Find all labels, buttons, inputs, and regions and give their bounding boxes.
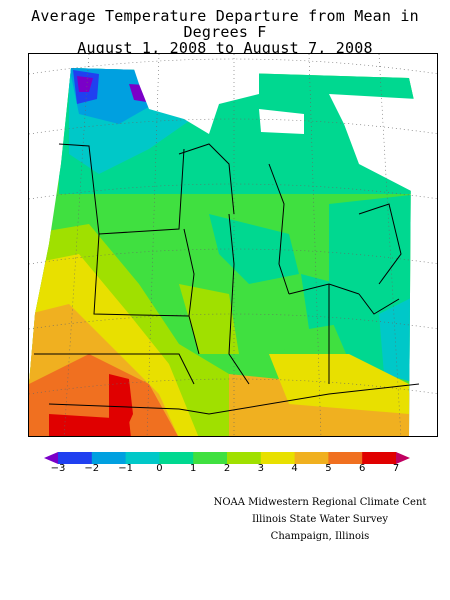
- legend-label: 6: [359, 463, 366, 474]
- legend-cap-right: [396, 452, 410, 464]
- legend-swatch: [328, 452, 363, 464]
- lake-superior-gap: [129, 54, 259, 134]
- legend-swatch: [159, 452, 194, 464]
- legend-swatch: [125, 452, 160, 464]
- legend-label: −2: [84, 463, 100, 474]
- legend-label: 3: [257, 463, 264, 474]
- legend-label: −1: [118, 463, 133, 474]
- legend-swatch: [193, 452, 228, 464]
- northeast-gap: [329, 94, 417, 194]
- field-cold-core-purple: [77, 76, 93, 92]
- legend-bar: [44, 452, 410, 464]
- legend-swatch: [227, 452, 262, 464]
- state-boundaries: [34, 143, 420, 415]
- legend-cap-left: [44, 452, 58, 464]
- graticule: [29, 54, 437, 436]
- title-line-1: Average Temperature Departure from Mean …: [31, 7, 419, 41]
- legend-label: 5: [325, 463, 332, 474]
- legend-label: 7: [392, 463, 400, 474]
- credit-line-2: Illinois State Water Survey: [251, 514, 388, 525]
- credits: NOAA Midwestern Regional Climate Cent Il…: [190, 494, 450, 545]
- legend-swatch: [58, 452, 93, 464]
- legend-labels: −3 −2 −1 0 1 2 3 4 5 6 7: [44, 463, 410, 477]
- legend-swatch: [362, 452, 397, 464]
- field-central-mint: [209, 214, 299, 284]
- legend-label: 0: [156, 463, 163, 474]
- legend-swatch: [294, 452, 329, 464]
- credit-line-1: NOAA Midwestern Regional Climate Cent: [213, 497, 427, 508]
- color-legend: [44, 452, 410, 470]
- legend-swatch: [260, 452, 296, 464]
- field-east-cyan: [379, 294, 417, 384]
- legend-swatch: [91, 452, 127, 464]
- map-title: Average Temperature Departure from Mean …: [0, 8, 450, 56]
- map-frame: [28, 53, 438, 437]
- legend-label: 2: [223, 463, 231, 474]
- ontario-gap: [259, 109, 304, 134]
- temperature-map: [29, 54, 437, 436]
- credit-line-3: Champaign, Illinois: [270, 531, 370, 542]
- title-line-2: August 1, 2008 to August 7, 2008: [77, 39, 373, 57]
- legend-label: 4: [291, 463, 298, 474]
- field-hot-south: [49, 414, 131, 436]
- legend-label: −3: [50, 463, 66, 474]
- field-south-yellow: [269, 354, 409, 414]
- legend-label: 1: [190, 463, 197, 474]
